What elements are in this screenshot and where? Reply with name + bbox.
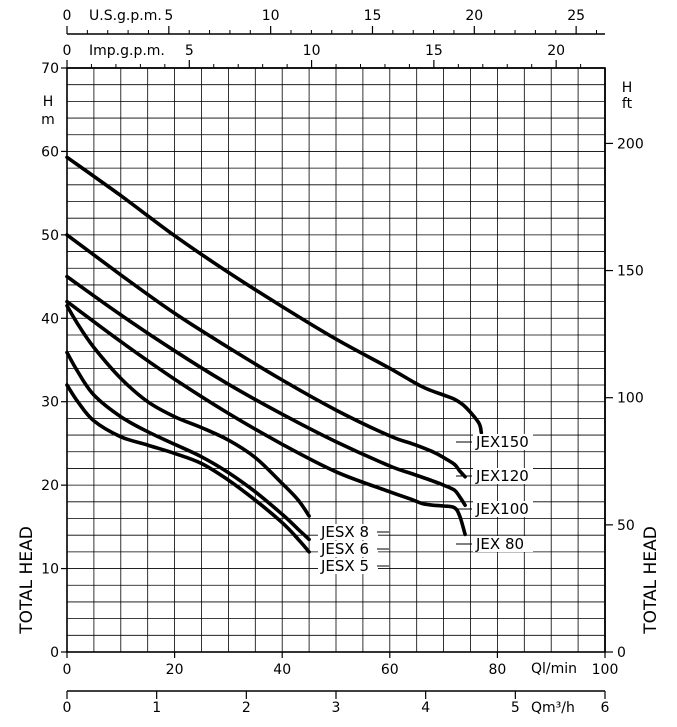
series-label-jesx5: JESX 5 [320,557,369,575]
m3h-tick-label: 4 [421,700,430,716]
series-label-bg [473,434,533,450]
series-line-jex120 [65,233,467,479]
y-tick-label-left: 50 [41,228,59,244]
x-axis-title-impgpm: Imp.g.p.m. [89,43,165,59]
m3h-tick-label: 6 [601,700,610,716]
usgpm-tick-label: 5 [164,8,173,24]
series-label-bg [473,536,533,552]
y-tick-label-left: 10 [41,562,59,578]
y-tick-label-right: 150 [617,264,644,280]
x-axis-title-m3h: Qm³/h [531,700,575,716]
series-label-bg [318,558,378,574]
series-label-jex80: JEX 80 [475,535,524,553]
x-tick-label-lmin: 80 [488,662,506,678]
m3h-tick-label: 2 [242,700,251,716]
y-unit-right-ft: ft [622,96,633,112]
grid [66,67,606,653]
y-unit-right-h: H [622,80,633,96]
usgpm-tick-label: 20 [465,8,483,24]
series-label-bg [473,501,533,517]
x-tick-label-lmin: 20 [166,662,184,678]
y-tick-label-left: 60 [41,144,59,160]
usgpm-tick-label: 0 [63,8,72,24]
series-label-jex120: JEX120 [475,467,529,485]
series-label-bg [318,524,378,540]
series-label-jex150: JEX150 [475,433,529,451]
y-tick-label-left: 20 [41,478,59,494]
y-tick-label-left: 30 [41,395,59,411]
series-line-jesx6 [65,350,311,542]
x-axis-title-lmin: Ql/min [531,661,577,677]
x-tick-label-lmin: 100 [592,662,619,678]
x-tick-label-lmin: 40 [273,662,291,678]
y-tick-label-left: 40 [41,311,59,327]
impgpm-tick-label: 10 [303,43,321,59]
y-tick-label-right: 100 [617,391,644,407]
series-label-jesx6: JESX 6 [320,540,369,558]
series-line-jex80 [65,299,467,537]
y-tick-label-left: 70 [41,61,59,77]
series-label-bg [473,468,533,484]
m3h-tick-label: 3 [332,700,341,716]
m3h-tick-label: 5 [511,700,520,716]
impgpm-tick-label: 15 [425,43,443,59]
x-axis-title-usgpm: U.S.g.p.m. [89,8,162,24]
impgpm-tick-label: 5 [185,43,194,59]
x-tick-label-lmin: 0 [63,662,72,678]
usgpm-tick-label: 15 [364,8,382,24]
series-line-jex150 [65,155,484,435]
y-tick-label-right: 0 [617,645,626,661]
x-tick-label-lmin: 60 [381,662,399,678]
y-tick-label-left: 0 [50,645,59,661]
series-line-jesx5 [65,383,311,554]
impgpm-tick-label: 20 [547,43,565,59]
m3h-tick-label: 1 [152,700,161,716]
m3h-tick-label: 0 [63,700,72,716]
series-line-jex100 [65,274,467,507]
series-label-jesx8: JESX 8 [320,523,369,541]
series-label-bg [318,541,378,557]
y-axis-title-right: TOTAL HEAD [641,526,661,635]
y-unit-left-m: m [41,112,55,128]
y-axis-title-left: TOTAL HEAD [17,526,37,635]
y-unit-left-h: H [43,94,54,110]
impgpm-tick-label: 0 [63,43,72,59]
y-tick-label-right: 200 [617,136,644,152]
usgpm-tick-label: 25 [567,8,585,24]
series-label-jex100: JEX100 [475,500,529,518]
y-tick-label-right: 50 [617,518,635,534]
series-line-jesx8 [65,304,311,518]
usgpm-tick-label: 10 [262,8,280,24]
